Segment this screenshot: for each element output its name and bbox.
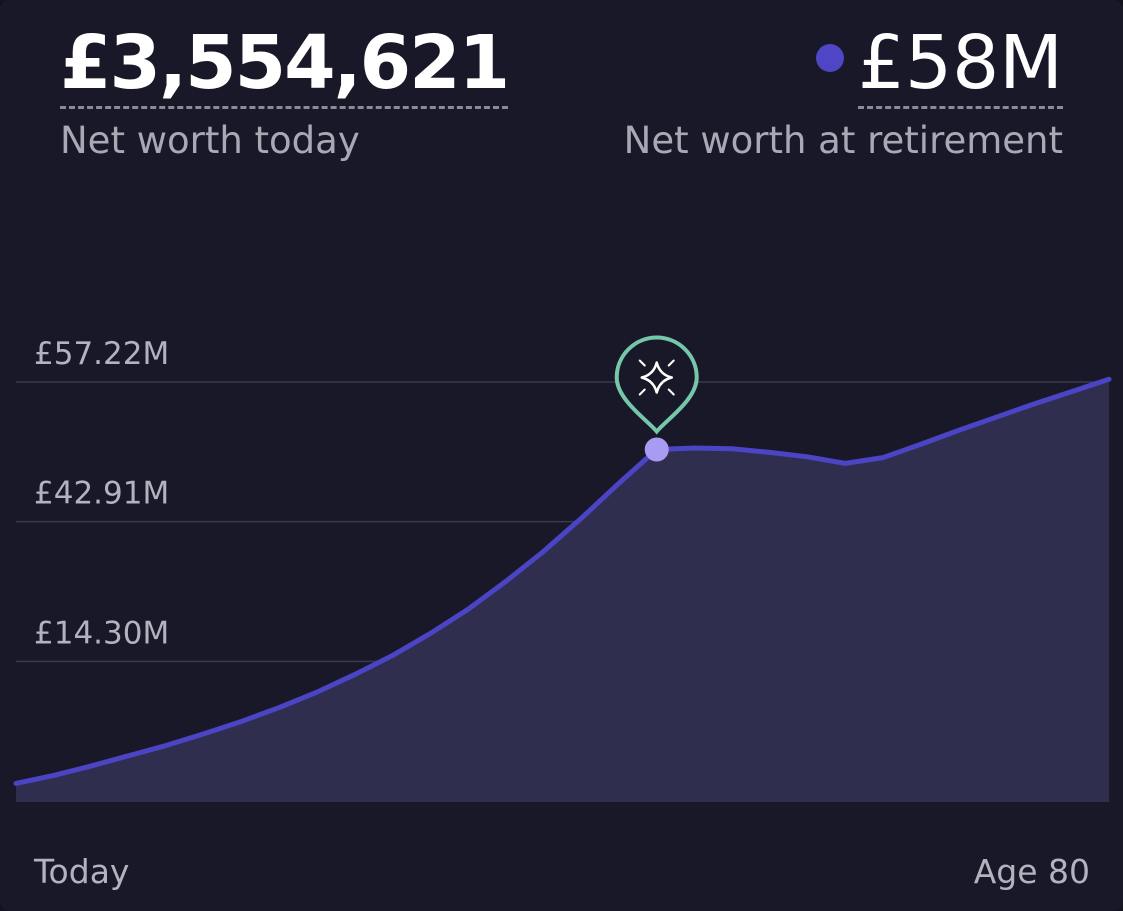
data-point [613, 477, 625, 489]
sparkle-icon [640, 361, 673, 394]
data-point [500, 575, 512, 587]
y-tick-label: £14.30M [34, 615, 169, 651]
milestone-dot[interactable] [644, 437, 669, 462]
data-point [10, 777, 22, 789]
x-label-end: Age 80 [973, 852, 1090, 891]
x-label-start: Today [34, 852, 130, 891]
legend-dot-icon [815, 43, 844, 72]
data-point [387, 649, 399, 661]
data-point [161, 739, 173, 751]
data-point [764, 446, 776, 458]
data-point [349, 668, 361, 680]
data-point [538, 545, 550, 557]
data-point [312, 686, 324, 698]
data-point [425, 627, 437, 639]
data-point [952, 424, 964, 436]
sparkle-ray-icon [638, 359, 646, 367]
data-point [274, 701, 286, 713]
data-point [688, 442, 700, 454]
data-point [85, 760, 97, 772]
series-line [13, 376, 1112, 786]
data-point [839, 457, 851, 469]
data-point [877, 452, 889, 464]
y-tick-label: £42.91M [34, 476, 169, 512]
y-tick-label: £57.22M [34, 336, 169, 372]
sparkle-ray-icon [667, 388, 675, 396]
data-point [48, 769, 60, 781]
net-worth-retirement-value[interactable]: £58M [857, 22, 1063, 109]
net-worth-today-block[interactable]: £3,554,621 Net worth today [60, 22, 510, 162]
net-worth-retirement-label: Net worth at retirement [623, 119, 1063, 162]
milestone-pin[interactable] [614, 335, 699, 435]
data-point [236, 715, 248, 727]
data-point [1065, 386, 1077, 398]
data-point [198, 728, 210, 740]
data-point [123, 750, 135, 762]
sparkle-ray-icon [638, 388, 646, 396]
net-worth-today-label: Net worth today [60, 119, 360, 162]
net-worth-today-value[interactable]: £3,554,621 [60, 22, 510, 109]
data-point [575, 512, 587, 524]
data-point [1103, 373, 1115, 385]
data-point [1028, 398, 1040, 410]
data-point [801, 451, 813, 463]
data-point [462, 603, 474, 615]
net-worth-retirement-block[interactable]: £58M Net worth at retirement [624, 22, 1063, 162]
data-point [990, 411, 1002, 423]
data-point [915, 438, 927, 450]
data-point [726, 443, 738, 455]
series-area [16, 379, 1109, 801]
sparkle-ray-icon [667, 359, 675, 367]
